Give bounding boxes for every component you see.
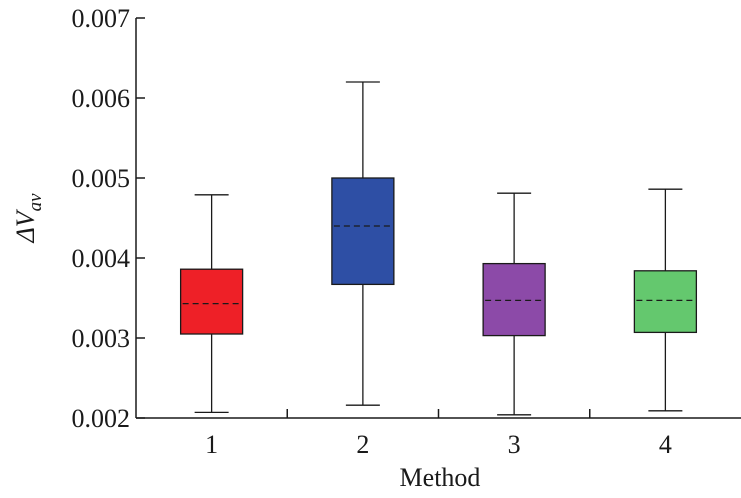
box-2: [331, 81, 395, 406]
box-3: [482, 192, 546, 416]
x-tick-label: 1: [205, 430, 218, 459]
y-axis-title-symbol: ΔV: [11, 208, 40, 243]
x-tick-label: 3: [508, 430, 521, 459]
y-tick-label: 0.002: [72, 404, 131, 433]
boxes-group: [179, 81, 698, 416]
y-axis-title-subscript: av: [25, 193, 46, 212]
x-axis: 1 2 3 4: [136, 409, 741, 459]
box-4: [633, 188, 698, 412]
x-axis-title: Method: [400, 463, 481, 492]
box-1: [179, 194, 244, 414]
y-tick-label: 0.007: [72, 4, 131, 33]
y-tick-label: 0.005: [72, 164, 131, 193]
iqr-box: [179, 268, 244, 335]
x-tick-label: 2: [356, 430, 369, 459]
y-tick-label: 0.004: [72, 244, 131, 273]
y-tick-label: 0.006: [72, 84, 131, 113]
iqr-box: [633, 270, 698, 334]
iqr-box: [482, 262, 546, 337]
iqr-box: [331, 177, 395, 286]
x-tick-label: 4: [659, 430, 672, 459]
y-axis-title: ΔVav: [11, 193, 46, 244]
y-axis: 0.002 0.003 0.004 0.005 0.006 0.007: [72, 4, 145, 433]
y-tick-label: 0.003: [72, 324, 131, 353]
